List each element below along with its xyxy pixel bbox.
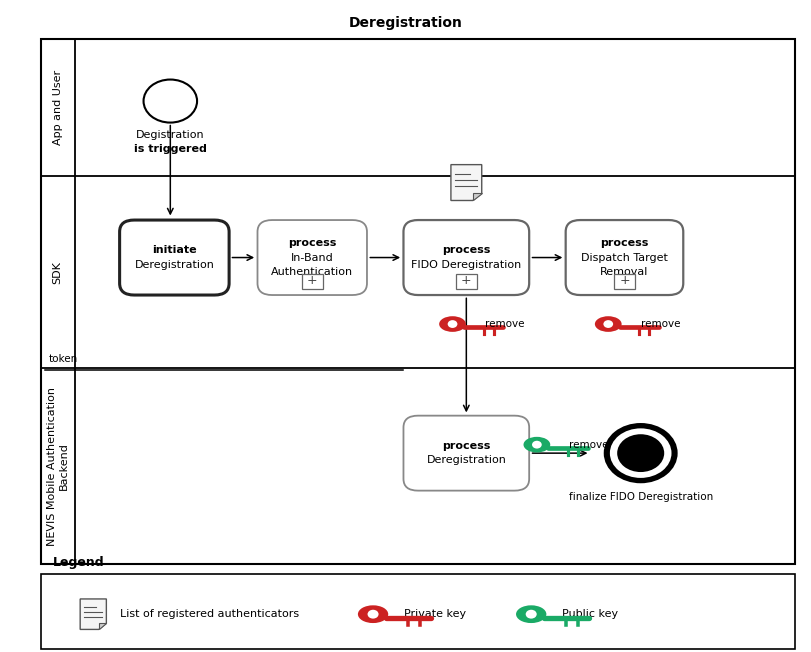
- Ellipse shape: [516, 605, 547, 623]
- Ellipse shape: [358, 605, 388, 623]
- Text: SDK: SDK: [53, 261, 62, 284]
- Polygon shape: [451, 165, 482, 201]
- Text: Deregistration: Deregistration: [135, 259, 214, 270]
- Text: +: +: [461, 274, 472, 287]
- Text: Dispatch Target: Dispatch Target: [581, 252, 668, 263]
- Polygon shape: [473, 193, 482, 201]
- Text: process: process: [442, 245, 491, 256]
- Ellipse shape: [440, 316, 466, 332]
- Text: remove: remove: [569, 439, 609, 450]
- Circle shape: [448, 320, 457, 328]
- FancyBboxPatch shape: [456, 274, 477, 288]
- Text: remove: remove: [485, 319, 525, 329]
- Text: process: process: [600, 238, 649, 248]
- Text: process: process: [442, 441, 491, 451]
- Text: finalize FIDO Deregistration: finalize FIDO Deregistration: [569, 492, 713, 502]
- Text: +: +: [307, 274, 318, 287]
- FancyBboxPatch shape: [614, 274, 635, 288]
- Text: Degistration: Degistration: [136, 130, 204, 140]
- Text: process: process: [288, 238, 337, 248]
- Circle shape: [367, 610, 379, 619]
- FancyBboxPatch shape: [120, 220, 229, 295]
- Text: In-Band: In-Band: [291, 252, 333, 263]
- FancyBboxPatch shape: [403, 220, 529, 295]
- Circle shape: [144, 80, 197, 123]
- FancyBboxPatch shape: [258, 220, 367, 295]
- Text: Private key: Private key: [404, 609, 466, 619]
- Text: FIDO Deregistration: FIDO Deregistration: [411, 259, 521, 270]
- Text: Deregistration: Deregistration: [427, 455, 506, 466]
- Circle shape: [532, 441, 542, 449]
- Text: Removal: Removal: [600, 267, 649, 277]
- Polygon shape: [80, 599, 106, 629]
- Circle shape: [617, 434, 664, 472]
- FancyBboxPatch shape: [566, 220, 683, 295]
- Text: Deregistration: Deregistration: [349, 16, 462, 30]
- Ellipse shape: [524, 437, 550, 452]
- Circle shape: [610, 428, 672, 478]
- Text: is triggered: is triggered: [134, 143, 207, 154]
- Polygon shape: [99, 623, 106, 629]
- Text: NEVIS Mobile Authentication
Backend: NEVIS Mobile Authentication Backend: [47, 387, 68, 546]
- Text: token: token: [49, 354, 78, 364]
- Ellipse shape: [595, 316, 621, 332]
- Text: List of registered authenticators: List of registered authenticators: [120, 609, 299, 619]
- Bar: [41, 39, 795, 564]
- Circle shape: [603, 320, 613, 328]
- Text: App and User: App and User: [53, 70, 62, 145]
- Bar: [41, 574, 795, 649]
- FancyBboxPatch shape: [302, 274, 323, 288]
- Text: remove: remove: [641, 319, 680, 329]
- Text: Legend: Legend: [53, 556, 105, 569]
- FancyBboxPatch shape: [403, 416, 529, 490]
- Text: +: +: [619, 274, 630, 287]
- Circle shape: [606, 425, 676, 481]
- Text: initiate: initiate: [152, 245, 197, 256]
- Circle shape: [526, 610, 537, 619]
- Text: Authentication: Authentication: [271, 267, 354, 277]
- Text: Public key: Public key: [562, 609, 618, 619]
